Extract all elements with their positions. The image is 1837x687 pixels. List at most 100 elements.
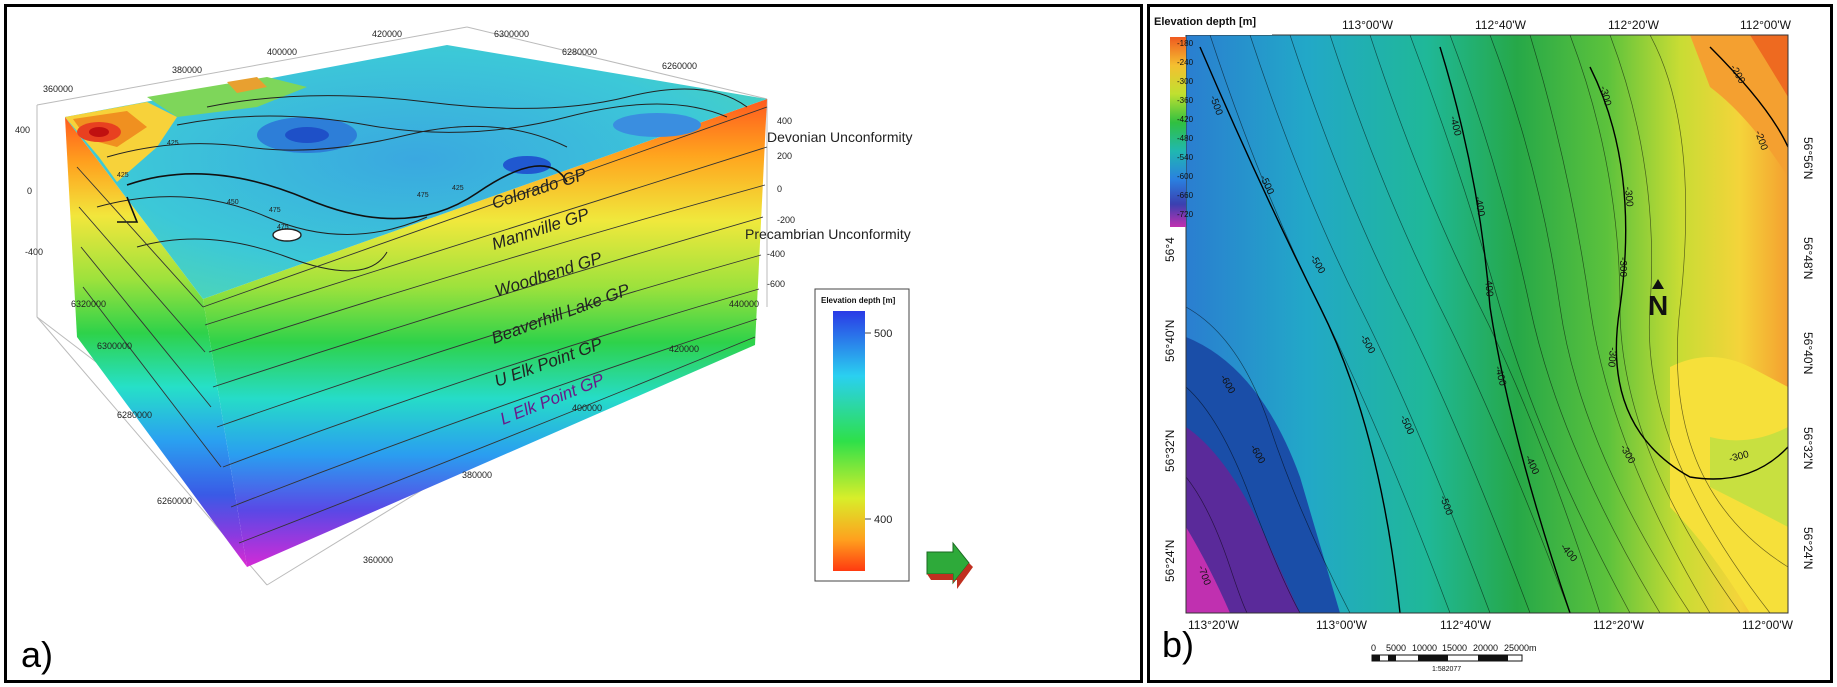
bottom-lon-label: 113°20'W [1188, 618, 1240, 632]
formation-boundaries [76, 106, 768, 544]
axis-ticks: 360000 380000 400000 420000 6300000 6280… [15, 29, 795, 565]
scale-ratio: 1:582077 [1432, 666, 1461, 673]
contour-lines [1186, 35, 1788, 613]
top-y-tick: 6260000 [662, 61, 697, 71]
legend-tick: 400 [874, 514, 892, 526]
north-label: N [1648, 290, 1668, 321]
right-z-tick: -400 [767, 249, 785, 259]
legend-tick: -600 [1177, 172, 1194, 181]
contour-label: -300 [1728, 449, 1751, 465]
top-lon-label: 112°20'W [1608, 18, 1660, 32]
contour-label: 425 [117, 172, 129, 179]
contour-label: -400 [1492, 365, 1508, 388]
legend-colorbar [1170, 37, 1186, 227]
block-south-face [203, 99, 767, 567]
top-x-tick: 380000 [172, 65, 202, 75]
legend-colorbar [833, 311, 865, 571]
top-lon-label: 112°40'W [1475, 18, 1527, 32]
graticule-labels: 113°00'W 112°40'W 112°20'W 112°00'W 113°… [1163, 18, 1815, 632]
contour-label: -400 [1447, 115, 1463, 138]
scalebar-tick: 20000 [1473, 643, 1498, 653]
block-diagram: 425 475 475 475 450 425 425 [15, 26, 973, 675]
north-arrow-icon: N [1648, 279, 1668, 321]
contour-label: 475 [269, 207, 281, 214]
left-lat-label: 56°24'N [1163, 540, 1177, 582]
map-frame [1185, 34, 1789, 614]
right-z-tick: -600 [767, 279, 785, 289]
bottom-x-tick: 380000 [462, 470, 492, 480]
bottom-lon-label: 113°00'W [1316, 618, 1368, 632]
legend-tick: -480 [1177, 134, 1194, 143]
legend-tick: 500 [874, 328, 892, 340]
left-y-tick: 6280000 [117, 410, 152, 420]
left-lat-label: 56°40'N [1163, 320, 1177, 362]
block-west-face [65, 117, 247, 567]
top-y-tick: 6300000 [494, 29, 529, 39]
contour-label: 475 [417, 192, 429, 199]
bottom-x-tick: 420000 [669, 344, 699, 354]
legend-title: Elevation depth [m] [821, 296, 896, 305]
panel-b-label: b) [1162, 624, 1194, 665]
legend: Elevation depth [m] 500 400 [814, 288, 910, 582]
bottom-x-tick: 400000 [572, 403, 602, 413]
left-lat-label: 56°32'N [1163, 430, 1177, 472]
contour-label: -300 [1597, 85, 1613, 108]
legend-tick: -240 [1177, 58, 1194, 67]
contour-label: -400 [1482, 276, 1495, 297]
left-z-tick: 0 [27, 186, 32, 196]
scalebar-tick: 15000 [1442, 643, 1467, 653]
contour-label: -300 [1617, 257, 1628, 277]
right-lat-label: 56°40'N [1801, 332, 1815, 374]
contour-label: 475 [277, 224, 289, 231]
bottom-lon-label: 112°00'W [1742, 618, 1794, 632]
top-x-tick: 400000 [267, 47, 297, 57]
panel-a-label: a) [21, 634, 53, 675]
right-lat-label: 56°56'N [1801, 137, 1815, 179]
bottom-x-tick: 360000 [363, 555, 393, 565]
precambrian-unconformity-label: Precambrian Unconformity [745, 226, 911, 242]
top-y-tick: 6280000 [562, 47, 597, 57]
panel-b-contour-map: -500 -500 -500 -500 -500 -500 -600 -600 … [1147, 4, 1833, 683]
contour-map: -500 -500 -500 -500 -500 -500 -600 -600 … [1152, 7, 1815, 673]
scale-bar: 0 5000 10000 15000 20000 25000m 1:582077 [1371, 643, 1537, 673]
bottom-lon-label: 112°40'W [1440, 618, 1492, 632]
right-z-tick: 400 [777, 116, 792, 126]
legend-tick: -540 [1177, 153, 1194, 162]
legend-title: Elevation depth [m] [1154, 16, 1256, 28]
contour-label: -300 [1622, 186, 1635, 207]
map-surface: -500 -500 -500 -500 -500 -500 -600 -600 … [1186, 35, 1788, 613]
legend-tick: -360 [1177, 96, 1194, 105]
scalebar-tick: 25000m [1504, 643, 1537, 653]
orientation-arrow-icon [926, 541, 973, 589]
left-y-tick: 6300000 [97, 341, 132, 351]
bottom-x-tick: 440000 [729, 299, 759, 309]
bottom-lon-label: 112°20'W [1593, 618, 1645, 632]
left-z-tick: 400 [15, 125, 30, 135]
right-lat-label: 56°24'N [1801, 527, 1815, 569]
top-x-tick: 360000 [43, 84, 73, 94]
scalebar-tick: 0 [1371, 643, 1376, 653]
unconformity-labels: Devonian Unconformity Precambrian Unconf… [745, 129, 913, 242]
right-z-tick: 0 [777, 184, 782, 194]
legend-tick: -660 [1177, 191, 1194, 200]
right-z-tick: -200 [777, 215, 795, 225]
top-lon-label: 113°00'W [1342, 18, 1394, 32]
right-lat-label: 56°48'N [1801, 237, 1815, 279]
scalebar-tick: 10000 [1412, 643, 1437, 653]
legend: Elevation depth [m] -180 -240 -300 -360 … [1152, 7, 1272, 227]
left-z-tick: -400 [25, 247, 43, 257]
contour-label: 425 [452, 185, 464, 192]
left-y-tick: 6320000 [71, 299, 106, 309]
legend-tick: -420 [1177, 115, 1194, 124]
devonian-unconformity-label: Devonian Unconformity [767, 129, 913, 145]
right-z-tick: 200 [777, 151, 792, 161]
legend-tick: -720 [1177, 210, 1194, 219]
right-lat-label: 56°32'N [1801, 427, 1815, 469]
contour-label: -300 [1605, 347, 1618, 368]
legend-tick: -300 [1177, 77, 1194, 86]
contour-label: 450 [227, 199, 239, 206]
left-y-tick: 6260000 [157, 496, 192, 506]
top-surface-contours: 425 475 475 475 450 425 425 [65, 77, 748, 272]
legend-tick: -180 [1177, 39, 1194, 48]
top-x-tick: 420000 [372, 29, 402, 39]
